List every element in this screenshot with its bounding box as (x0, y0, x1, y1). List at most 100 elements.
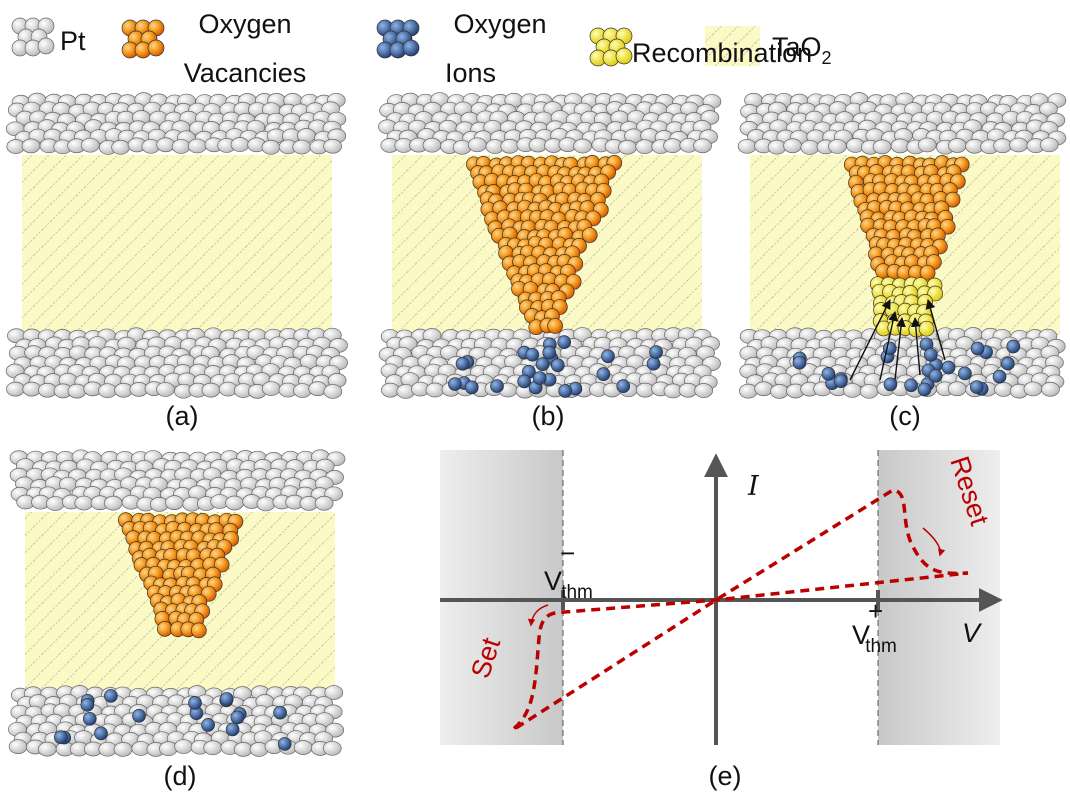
oxygen-ion (231, 711, 244, 724)
pt-atom (262, 140, 280, 154)
oxygen-ion (526, 348, 539, 361)
pt-atom (828, 139, 846, 153)
pt-atom (172, 139, 190, 153)
pt-atom (38, 742, 56, 756)
pt-atom (453, 140, 471, 154)
pt-atom (46, 497, 64, 511)
pt-atom (784, 139, 802, 153)
oxygen-ion (650, 346, 663, 359)
oxygen-ion (491, 380, 504, 393)
oxide-layer (22, 155, 332, 335)
pt-atom (755, 382, 773, 396)
oxygen-ion (993, 370, 1006, 383)
label-base: V (544, 566, 562, 596)
oxygen-ion (822, 367, 835, 380)
oxygen-ion (94, 727, 107, 740)
legend-label: Pt (60, 26, 86, 56)
oxygen-ion (883, 342, 896, 355)
pt-atom (204, 741, 222, 755)
oxygen-ion (220, 692, 233, 705)
oxygen-ion (834, 375, 847, 388)
iv-plot: I V V−thm V+thm Set Reset (440, 450, 1000, 745)
pt-atom (860, 384, 878, 398)
legend-icon (616, 48, 632, 64)
oxygen-ion (518, 375, 531, 388)
oxygen-ion (274, 706, 287, 719)
pt-atom (739, 384, 757, 398)
oxygen-vacancy (548, 318, 563, 333)
pt-atom (426, 383, 444, 397)
oxygen-ion (559, 384, 572, 397)
pt-atom (1010, 138, 1028, 152)
oxygen-vacancy (191, 623, 206, 638)
oxygen-ion (924, 348, 937, 361)
legend-label: Vacancies (184, 58, 307, 88)
pt-atom (104, 496, 122, 510)
oxygen-ion (905, 379, 918, 392)
pt-atom (468, 138, 486, 152)
oxygen-ion (133, 709, 146, 722)
oxygen-ion (448, 378, 461, 391)
oxygen-ion (929, 369, 942, 382)
legend-text: TaO (772, 32, 822, 62)
pt-atom (324, 384, 342, 398)
pt-atom (9, 740, 27, 754)
pt-atom (501, 139, 519, 153)
oxygen-ion (83, 712, 96, 725)
pt-atom (81, 138, 99, 152)
label-sub: thm (865, 636, 897, 657)
figure: Pt Oxygen Vacancies Oxygen Ions Recombin… (0, 0, 1070, 792)
oxygen-ion (1007, 340, 1020, 353)
pt-atom (175, 740, 193, 754)
legend-sub: 2 (822, 48, 832, 68)
pt-atom (114, 742, 132, 756)
pt-atom (23, 382, 41, 396)
y-axis-label: I (747, 471, 760, 502)
pt-atom (918, 138, 936, 152)
oxygen-ion (54, 731, 67, 744)
pt-atom (574, 139, 592, 153)
pt-atom (257, 497, 275, 511)
oxygen-ion (1001, 357, 1014, 370)
pt-atom (948, 382, 966, 396)
panel-label: (c) (889, 401, 920, 431)
oxygen-ion (456, 357, 469, 370)
pt-atom (323, 741, 341, 755)
oxygen-ion (536, 358, 549, 371)
legend-label: Oxygen (198, 9, 291, 39)
oxygen-ion (942, 361, 955, 374)
pt-atom (1040, 138, 1058, 152)
pt-atom (801, 140, 819, 154)
pt-atom (294, 740, 312, 754)
pt-atom (619, 140, 637, 154)
pt-atom (188, 139, 206, 153)
pt-atom (315, 496, 333, 510)
oxygen-ion (617, 380, 630, 393)
legend-label: Oxygen (453, 9, 546, 39)
oxygen-ion (202, 718, 215, 731)
oxygen-ion (958, 367, 971, 380)
panel-label: (a) (166, 401, 199, 431)
pt-atom (1041, 382, 1059, 396)
oxygen-ion (226, 723, 239, 736)
oxygen-ion (189, 696, 202, 709)
oxygen-ion (558, 336, 571, 349)
shade-left (440, 450, 563, 745)
recombination (919, 321, 934, 336)
pt-atom (68, 384, 86, 398)
legend-icon (403, 40, 419, 56)
pt-atom (262, 382, 280, 396)
pt-atom (234, 742, 252, 756)
pt-atom (695, 384, 713, 398)
oxygen-ion (970, 381, 983, 394)
pt-atom (770, 384, 788, 398)
oxygen-ion (551, 359, 564, 372)
pt-atom (324, 139, 342, 153)
pt-atom (226, 496, 244, 510)
oxygen-ion (793, 356, 806, 369)
pt-atom (6, 382, 24, 396)
x-axis-label: V (962, 618, 983, 648)
pt-atom (98, 384, 116, 398)
pt-atom (948, 138, 966, 152)
oxygen-ion (647, 357, 660, 370)
